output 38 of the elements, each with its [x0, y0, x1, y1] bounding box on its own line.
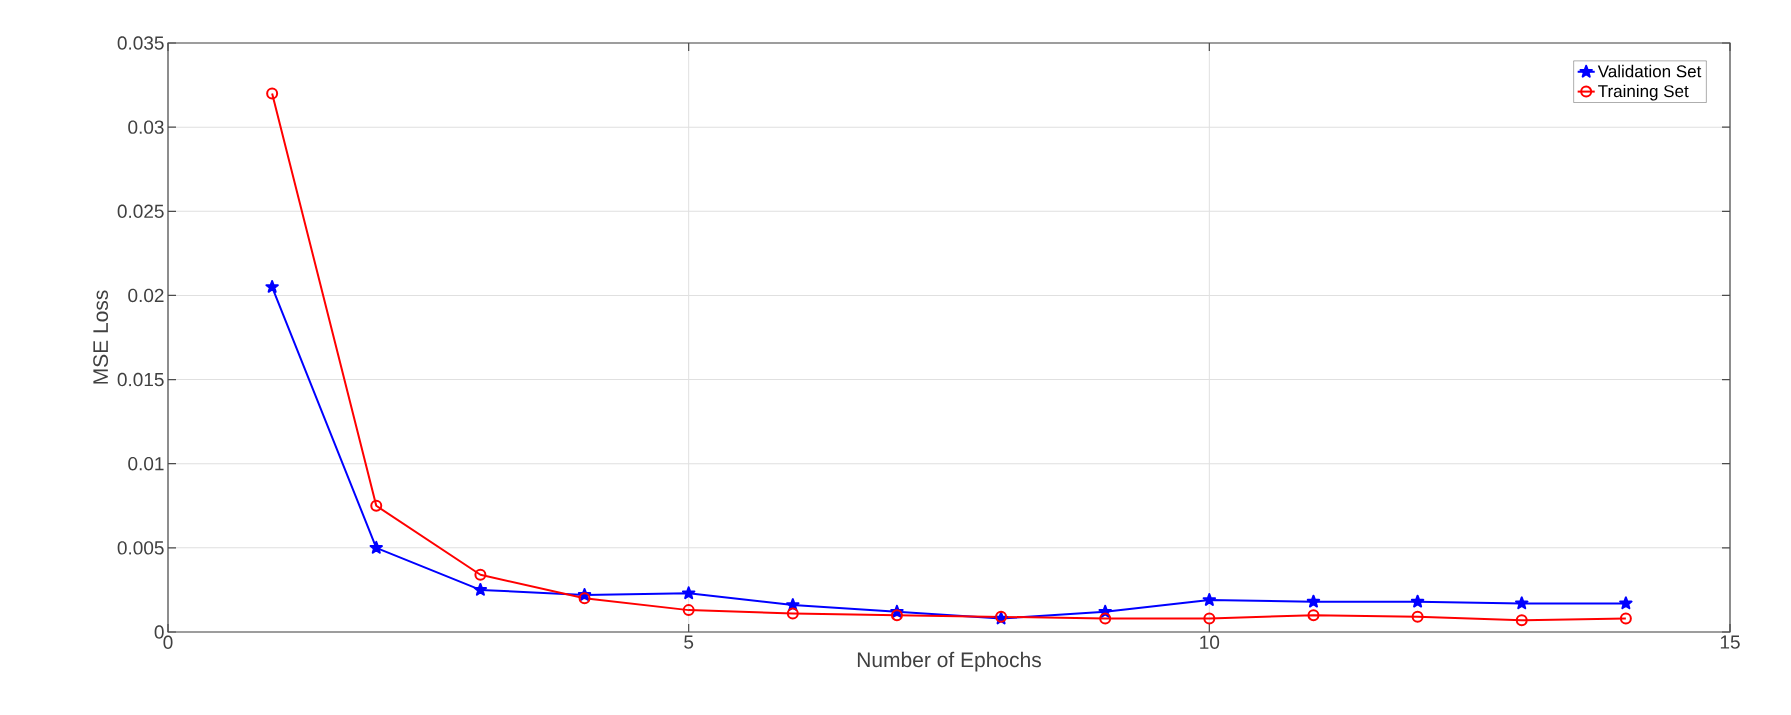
y-tick-label: 0.015: [117, 372, 164, 387]
y-tick-label: 0.035: [117, 36, 164, 50]
point: [1411, 610, 1424, 623]
point: [369, 540, 383, 554]
point: [1202, 593, 1217, 606]
point: [786, 607, 799, 620]
x-tick-label: 10: [1200, 635, 1220, 649]
point: [1410, 594, 1425, 608]
legend-label: Validation Set: [1597, 64, 1702, 78]
y-tick-label: 0: [154, 625, 164, 639]
y-tick-label: 0.01: [128, 456, 164, 471]
legend-label: Training Set: [1598, 84, 1689, 101]
point: [474, 568, 487, 581]
point: [1515, 596, 1529, 610]
point: [682, 604, 695, 617]
y-tick-label: 0.025: [117, 204, 164, 219]
point: [473, 582, 488, 596]
y-tick-label: 0.03: [128, 120, 164, 134]
x-tick-label: 0: [163, 635, 173, 649]
point: [578, 592, 591, 605]
point: [266, 87, 279, 100]
x-tick-label: 15: [1720, 635, 1740, 649]
point: [1619, 596, 1633, 610]
point: [1306, 594, 1321, 608]
y-tick-label: 0.005: [117, 541, 164, 555]
point: [1203, 612, 1216, 625]
x-tick-label: 5: [684, 635, 694, 649]
point: [1515, 614, 1528, 627]
point: [370, 499, 383, 512]
point: [681, 586, 696, 600]
point: [265, 280, 279, 293]
point: [1619, 612, 1632, 625]
point: [1099, 612, 1112, 625]
x-axis-title: Number of Ephochs: [857, 651, 1041, 672]
y-tick-label: 0.02: [128, 288, 164, 303]
y-axis-title: MSE Loss: [93, 290, 109, 384]
point: [1307, 609, 1320, 622]
point: [890, 609, 903, 622]
